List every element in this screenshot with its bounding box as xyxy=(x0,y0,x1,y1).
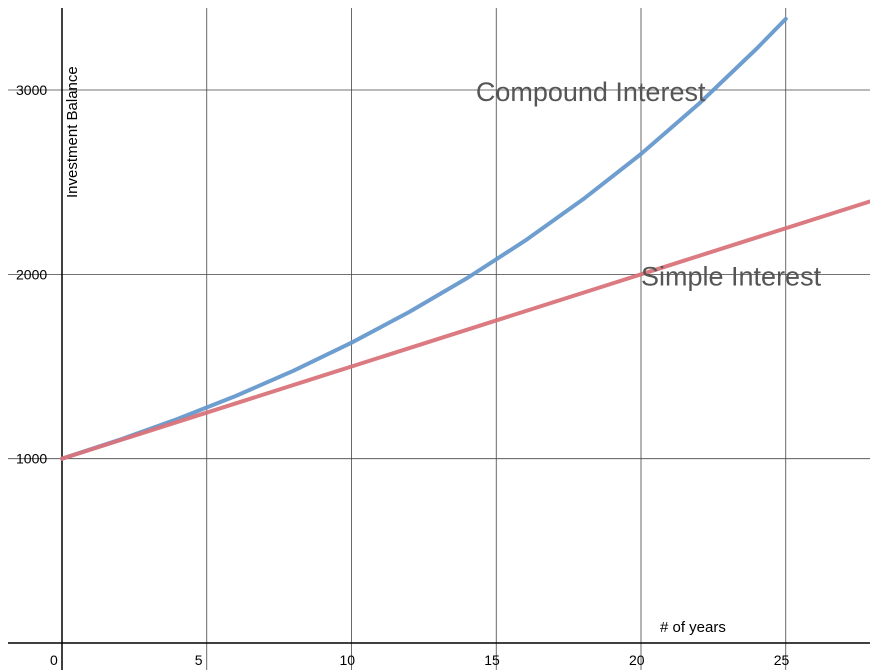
series-line-0 xyxy=(60,16,788,461)
y-tick-label: 2000 xyxy=(16,266,47,282)
x-tick-label: 5 xyxy=(195,652,203,668)
x-tick-label: 20 xyxy=(629,652,645,668)
x-tick-label: 0 xyxy=(50,652,58,668)
y-tick-label: 3000 xyxy=(16,82,47,98)
series-annotations: Compound Interest Simple Interest xyxy=(476,77,822,291)
grid-lines xyxy=(8,8,870,670)
series-layer xyxy=(60,16,870,461)
x-tick-label: 10 xyxy=(340,652,356,668)
axes xyxy=(8,8,870,670)
x-tick-label: 15 xyxy=(484,652,500,668)
series-annotation: Compound Interest xyxy=(476,77,706,107)
series-annotation: Simple Interest xyxy=(641,261,822,291)
tick-labels: 0 5 10 15 20 25 1000 2000 3000 xyxy=(16,82,790,668)
x-axis-title: # of years xyxy=(660,619,726,636)
y-axis-title: Investment Balance xyxy=(64,66,81,198)
series-line-1 xyxy=(60,199,870,461)
x-tick-label: 25 xyxy=(774,652,790,668)
y-tick-label: 1000 xyxy=(16,451,47,467)
